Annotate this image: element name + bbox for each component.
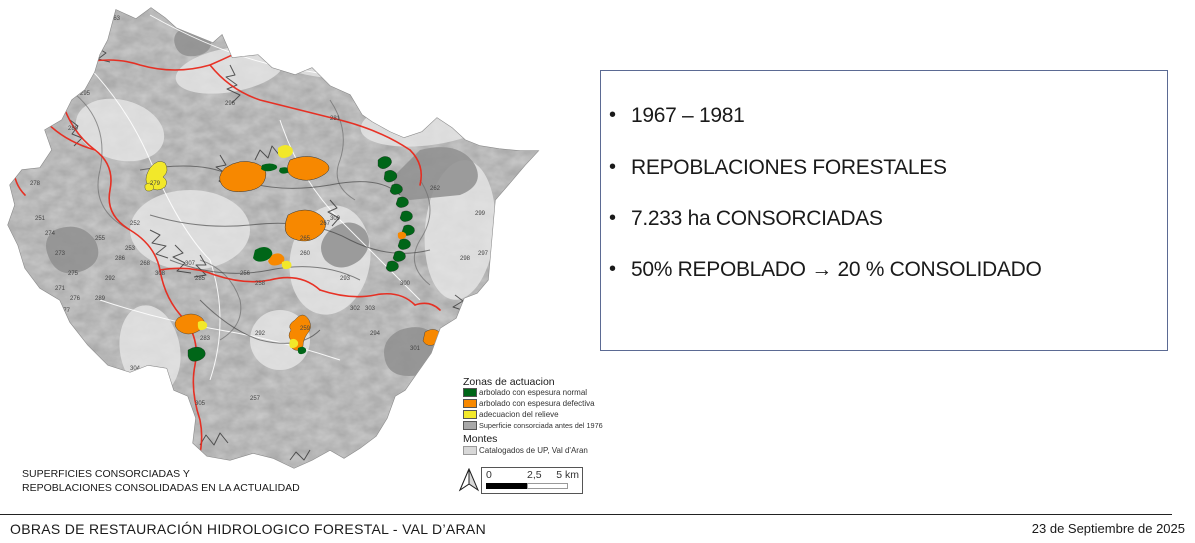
- svg-text:263: 263: [110, 16, 121, 22]
- svg-text:300: 300: [400, 281, 411, 287]
- svg-text:280: 280: [68, 126, 79, 132]
- svg-text:289: 289: [95, 296, 106, 302]
- svg-text:257: 257: [250, 396, 261, 402]
- svg-text:294: 294: [370, 331, 381, 337]
- svg-text:297: 297: [478, 251, 489, 257]
- svg-text:286: 286: [115, 256, 126, 262]
- svg-text:253: 253: [125, 246, 136, 252]
- svg-text:302: 302: [350, 306, 361, 312]
- svg-text:292: 292: [255, 331, 266, 337]
- svg-text:265: 265: [300, 236, 311, 242]
- svg-text:256: 256: [240, 271, 251, 277]
- svg-text:255: 255: [95, 236, 106, 242]
- svg-text:308: 308: [155, 271, 166, 277]
- svg-text:281: 281: [330, 116, 341, 122]
- svg-text:305: 305: [195, 401, 206, 407]
- svg-text:301: 301: [410, 346, 421, 352]
- svg-text:270: 270: [50, 321, 61, 327]
- svg-text:293: 293: [340, 276, 351, 282]
- svg-text:292: 292: [105, 276, 116, 282]
- svg-text:262: 262: [430, 186, 441, 192]
- svg-text:303: 303: [365, 306, 376, 312]
- svg-text:285: 285: [195, 276, 206, 282]
- svg-text:299: 299: [475, 211, 486, 217]
- svg-text:258: 258: [255, 281, 266, 287]
- svg-text:309: 309: [330, 216, 341, 222]
- svg-text:283: 283: [200, 336, 211, 342]
- svg-text:307: 307: [185, 261, 196, 267]
- svg-text:279: 279: [150, 181, 161, 187]
- svg-text:298: 298: [460, 256, 471, 262]
- svg-text:264: 264: [92, 44, 103, 50]
- svg-text:251: 251: [35, 216, 46, 222]
- svg-text:275: 275: [68, 271, 79, 277]
- svg-text:296: 296: [225, 101, 236, 107]
- svg-text:268: 268: [140, 261, 151, 267]
- svg-text:273: 273: [55, 251, 66, 257]
- svg-text:259: 259: [300, 326, 311, 332]
- svg-text:278: 278: [30, 181, 41, 187]
- svg-text:267: 267: [320, 221, 331, 227]
- svg-text:271: 271: [55, 286, 66, 292]
- svg-text:274: 274: [45, 231, 56, 237]
- svg-text:260: 260: [300, 251, 311, 257]
- svg-text:252: 252: [130, 221, 141, 227]
- svg-text:276: 276: [70, 296, 81, 302]
